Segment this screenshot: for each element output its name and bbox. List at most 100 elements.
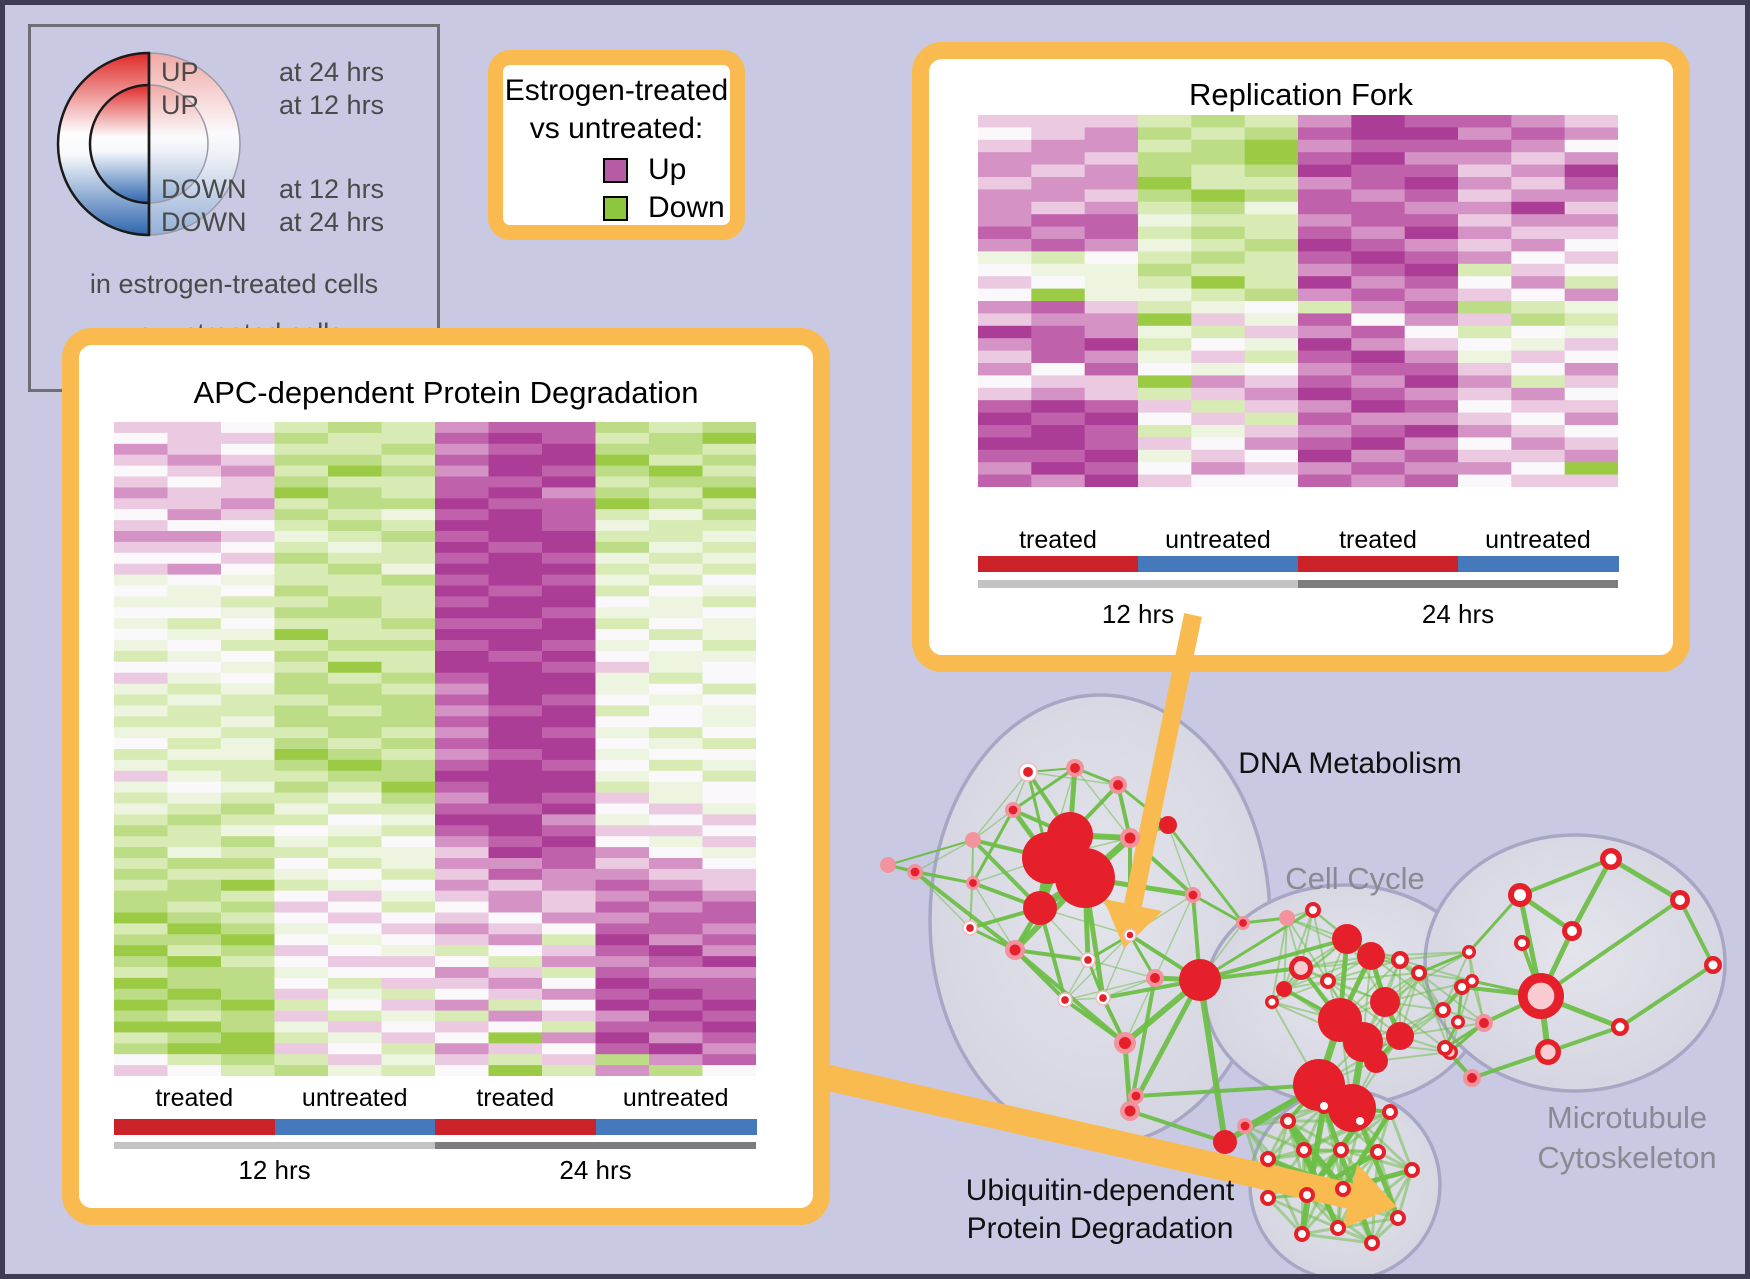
heatmap-cell xyxy=(1084,164,1139,178)
heatmap-cell xyxy=(488,945,543,957)
heatmap-cell xyxy=(274,956,329,968)
heatmap-cell xyxy=(1564,251,1618,265)
network-node-core xyxy=(1337,1146,1345,1154)
heatmap-cell xyxy=(649,770,703,783)
heatmap-cell xyxy=(488,618,543,630)
heatmap-cell xyxy=(1138,177,1192,190)
heatmap-cell xyxy=(274,934,329,946)
network-mesh-edge xyxy=(972,771,1029,841)
heatmap-cell xyxy=(542,432,596,445)
heatmap-cell xyxy=(649,1010,703,1022)
heatmap-cell xyxy=(978,387,1032,401)
heatmap-cell xyxy=(702,956,756,968)
heatmap-cell xyxy=(702,1010,756,1022)
heatmap-cell xyxy=(1404,462,1459,476)
heatmap-cell xyxy=(381,912,436,924)
heatmap-cell xyxy=(274,563,329,576)
heatmap-cell xyxy=(1351,301,1406,314)
heatmap-cell xyxy=(167,487,222,499)
heatmap-cell xyxy=(1031,189,1086,203)
legend-dir-up24: UP xyxy=(161,57,199,87)
network-node-core xyxy=(1441,1044,1449,1052)
heatmap-cell xyxy=(1191,139,1246,153)
replication-fork-heatmap-panel: Replication Fork treated untreated treated… xyxy=(912,42,1690,672)
heatmap-cell xyxy=(167,454,222,467)
network-node-core xyxy=(1009,944,1021,956)
heatmap-cell xyxy=(1511,115,1566,128)
heatmap-cell xyxy=(649,596,703,608)
heatmap-cell xyxy=(488,803,543,815)
network-node-core xyxy=(1284,1117,1292,1125)
heatmap-cell xyxy=(649,749,703,761)
heatmap-cell xyxy=(1404,449,1459,463)
heatmap-cell xyxy=(1511,449,1566,463)
heatmap-cell xyxy=(435,1054,489,1066)
heatmap-cell xyxy=(114,781,168,794)
network-edge xyxy=(1199,908,1314,982)
heatmap-cell xyxy=(167,999,222,1012)
network-mesh-edge xyxy=(914,839,974,873)
heatmap-cell xyxy=(274,672,329,685)
heatmap-cell xyxy=(435,531,489,543)
heatmap-cell xyxy=(1564,400,1618,414)
heatmap-cell xyxy=(1511,375,1566,389)
heatmap-cell xyxy=(381,585,436,597)
apc-time-labels: 12 hrs 24 hrs xyxy=(114,1155,756,1185)
heatmap-cell xyxy=(1084,350,1139,364)
heatmap-cell xyxy=(435,640,489,652)
heatmap-cell xyxy=(488,1032,543,1044)
network-edge xyxy=(1135,1083,1320,1098)
heatmap-cell xyxy=(1404,400,1459,414)
heatmap-cell xyxy=(167,563,222,576)
heatmap-cell xyxy=(1138,462,1192,476)
heatmap-cell xyxy=(381,770,436,783)
heatmap-cell xyxy=(167,967,222,979)
heatmap-cell xyxy=(221,476,275,488)
heatmap-cell xyxy=(1084,201,1139,215)
network-mesh-edge xyxy=(1244,1124,1305,1152)
heatmap-cell xyxy=(978,301,1032,314)
heatmap-cell xyxy=(328,1021,382,1033)
network-edge xyxy=(1569,857,1614,933)
heatmap-cell xyxy=(328,694,382,706)
heatmap-cell xyxy=(221,683,275,695)
heatmap-cell xyxy=(1404,201,1459,215)
heatmap-cell xyxy=(488,509,543,521)
heatmap-cell xyxy=(978,350,1032,364)
heatmap-cell xyxy=(1138,400,1192,414)
heatmap-cell xyxy=(1404,239,1459,252)
heatmap-cell xyxy=(702,988,756,1001)
heatmap-cell xyxy=(1031,462,1086,476)
heatmap-cell xyxy=(1458,325,1512,339)
heatmap-cell xyxy=(542,759,596,772)
heatmap-cell xyxy=(702,432,756,445)
heatmap-cell xyxy=(978,201,1032,215)
heatmap-cell xyxy=(221,879,275,892)
heatmap-cell xyxy=(978,449,1032,463)
heatmap-cell xyxy=(595,432,650,445)
heatmap-cell xyxy=(1298,189,1352,203)
heatmap-cell xyxy=(1244,375,1299,389)
heatmap-cell xyxy=(221,422,275,434)
rf-heatmap xyxy=(978,115,1618,487)
heatmap-cell xyxy=(1351,127,1406,141)
heatmap-cell xyxy=(167,749,222,761)
heatmap-cell xyxy=(435,868,489,881)
heatmap-cell xyxy=(1244,127,1299,141)
heatmap-cell xyxy=(167,1065,222,1076)
heatmap-cell xyxy=(381,607,436,619)
heatmap-cell xyxy=(328,901,382,913)
legend-footer-line1: in estrogen-treated cells xyxy=(89,269,379,299)
arrow-apc-to-ub-shaft xyxy=(817,1063,1353,1209)
down-label: Down xyxy=(648,191,725,224)
heatmap-cell xyxy=(167,781,222,794)
network-edge xyxy=(1014,948,1089,962)
heatmap-cell xyxy=(1244,177,1299,190)
heatmap-cell xyxy=(1031,276,1086,290)
heatmap-cell xyxy=(649,836,703,848)
heatmap-cell xyxy=(542,650,596,663)
heatmap-cell xyxy=(1564,139,1618,153)
heatmap-cell xyxy=(1351,313,1406,327)
heatmap-cell xyxy=(274,487,329,499)
heatmap-cell xyxy=(221,1010,275,1022)
